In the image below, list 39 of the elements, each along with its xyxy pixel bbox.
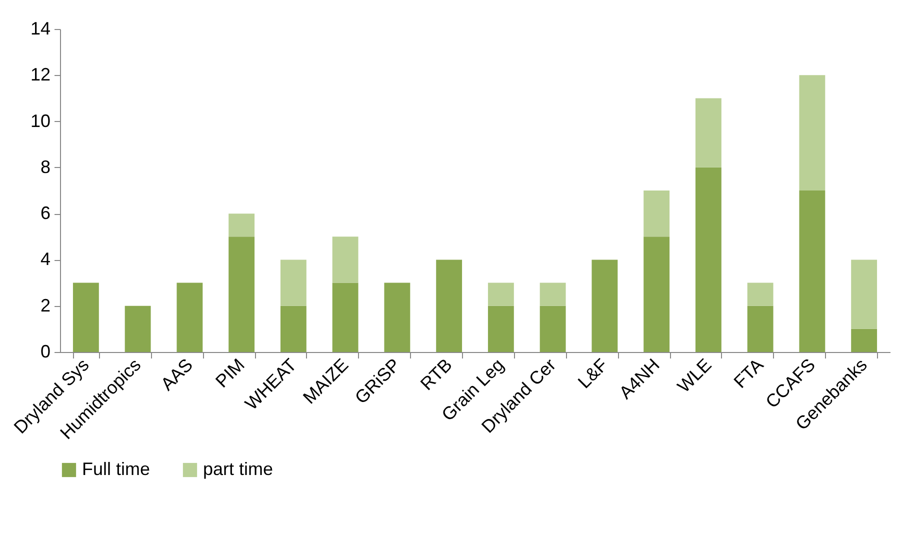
bar: [644, 236, 670, 352]
legend-label: part time: [203, 459, 274, 479]
bar: [280, 260, 306, 306]
y-tick-label: 8: [40, 156, 50, 177]
y-tick-label: 6: [40, 203, 50, 224]
x-tick-label: PIM: [212, 354, 248, 392]
bar: [644, 190, 670, 237]
bar: [488, 282, 514, 306]
bar: [851, 260, 878, 329]
bar: [72, 282, 99, 352]
y-tick-label: 2: [40, 295, 50, 316]
bar: [592, 260, 618, 352]
bar: [747, 306, 774, 352]
bar: [124, 306, 151, 352]
bar: [436, 260, 462, 352]
y-tick-label: 14: [30, 18, 50, 38]
bar: [799, 75, 826, 190]
y-tick-label: 0: [40, 342, 50, 362]
bar: [332, 236, 358, 283]
bar: [799, 190, 826, 352]
bar: [280, 306, 306, 352]
bar: [695, 98, 722, 168]
bar: [332, 282, 358, 352]
y-tick-label: 12: [30, 64, 50, 85]
bar: [488, 306, 514, 352]
x-tick-label: FTA: [730, 354, 768, 392]
x-tick-label: L&F: [574, 354, 612, 392]
bar: [540, 306, 566, 352]
legend-label: Full time: [82, 459, 150, 479]
bar: [540, 282, 566, 306]
bar: [228, 214, 255, 237]
y-tick-label: 10: [30, 110, 50, 131]
bar: [176, 282, 203, 352]
bar: [851, 328, 878, 352]
bar: [384, 282, 410, 352]
bar: [747, 282, 774, 306]
bar: [228, 236, 255, 352]
bar: [695, 167, 722, 352]
y-tick-label: 4: [40, 249, 50, 270]
